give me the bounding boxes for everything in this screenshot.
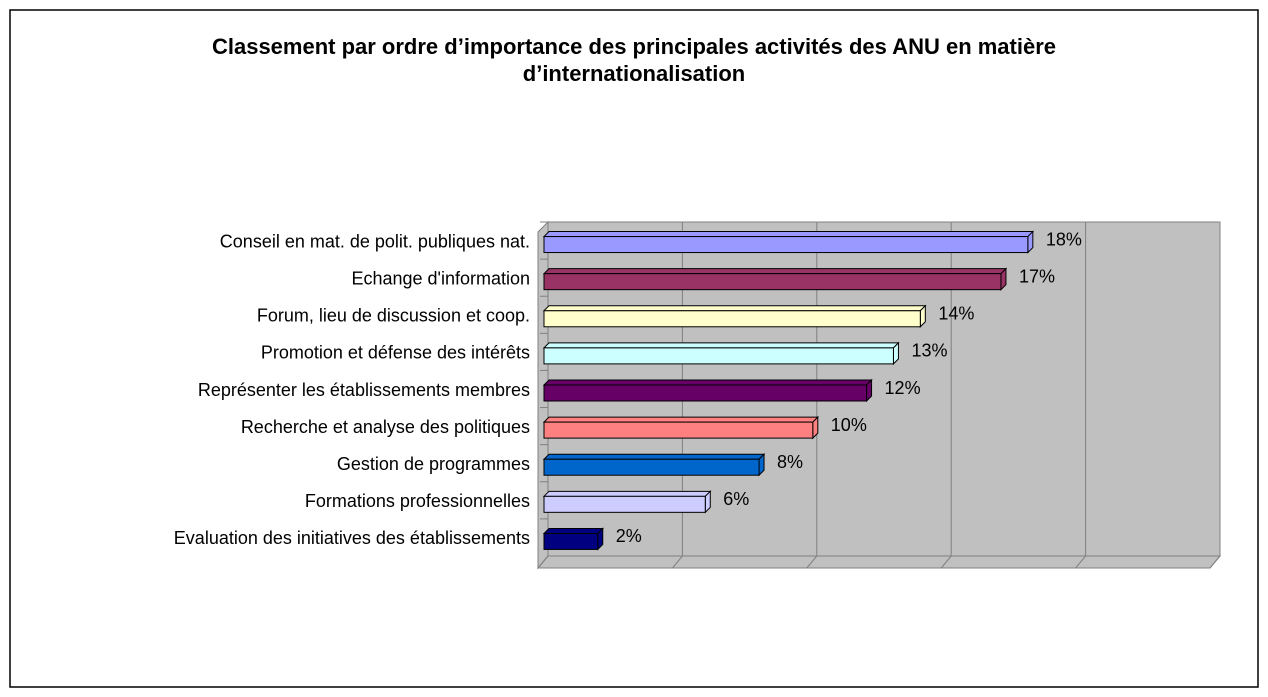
bar	[543, 532, 599, 550]
bar	[543, 458, 760, 476]
value-label: 13%	[911, 341, 947, 361]
y-tick-label: Conseil en mat. de polit. publiques nat.	[220, 231, 530, 251]
value-label: 17%	[1019, 266, 1055, 286]
bar	[543, 421, 814, 439]
y-tick-label: Représenter les établissements membres	[198, 380, 530, 400]
chart-title: Classement par ordre d’importance des pr…	[212, 34, 1056, 86]
bar	[543, 236, 1029, 254]
value-label: 10%	[831, 415, 867, 435]
y-tick-label: Evaluation des initiatives des établisse…	[174, 528, 530, 548]
bar-top	[542, 416, 820, 423]
bar-top	[542, 305, 927, 312]
floor-grid-line	[1209, 555, 1221, 569]
bar-top	[542, 379, 873, 386]
bar-top	[542, 527, 604, 534]
floor-grid-line	[806, 555, 818, 569]
bar-top	[542, 342, 900, 349]
bar	[543, 384, 868, 402]
y-tick-label: Formations professionnelles	[305, 491, 530, 511]
y-tick-label: Promotion et défense des intérêts	[261, 343, 530, 363]
value-label: 8%	[777, 452, 803, 472]
floor-grid-line	[537, 555, 549, 569]
bar-top	[542, 453, 766, 460]
bar	[543, 273, 1002, 291]
bar-top	[542, 490, 712, 497]
value-label: 12%	[885, 378, 921, 398]
bar	[543, 310, 921, 328]
bar	[543, 347, 894, 365]
value-label: 14%	[938, 304, 974, 324]
value-label: 2%	[616, 526, 642, 546]
y-tick-label: Forum, lieu de discussion et coop.	[257, 306, 530, 326]
y-tick-label: Echange d'information	[351, 268, 530, 288]
plot-floor	[536, 555, 1222, 569]
y-tick-label: Recherche et analyse des politiques	[241, 417, 530, 437]
bar-top	[542, 231, 1035, 238]
y-tick-label: Gestion de programmes	[337, 454, 530, 474]
floor-grid-line	[940, 555, 952, 569]
floor-grid-line	[672, 555, 683, 569]
bar-top	[542, 268, 1008, 275]
title-line: d’internationalisation	[523, 61, 745, 86]
value-label: 18%	[1046, 229, 1082, 249]
floor-grid-line	[1075, 555, 1086, 569]
value-label: 6%	[723, 489, 749, 509]
title-line: Classement par ordre d’importance des pr…	[212, 34, 1056, 59]
bar	[543, 495, 706, 513]
